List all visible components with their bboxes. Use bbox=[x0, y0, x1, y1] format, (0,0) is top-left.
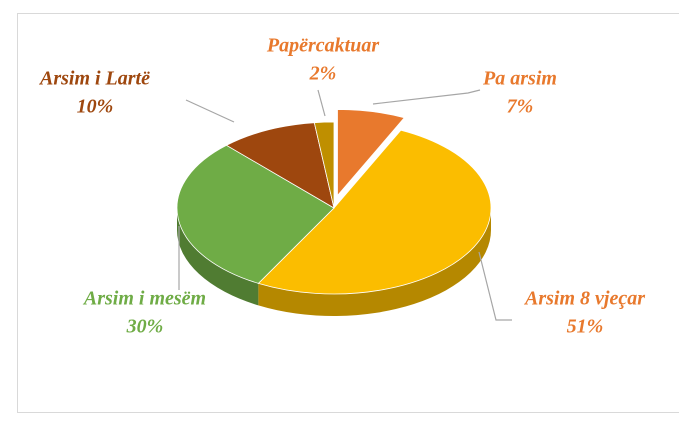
leader-line bbox=[185, 99, 235, 123]
value-label: 7% bbox=[507, 96, 534, 118]
pie-slice-side bbox=[258, 208, 491, 316]
value-label: 10% bbox=[77, 96, 114, 118]
leader-line bbox=[317, 89, 326, 117]
leader-line bbox=[372, 89, 481, 105]
category-label: Papërcaktuar bbox=[266, 35, 379, 57]
category-label: Pa arsim bbox=[482, 68, 557, 90]
value-label: 2% bbox=[309, 63, 337, 85]
pie-slice bbox=[313, 121, 335, 209]
pie-sides bbox=[177, 208, 491, 316]
pie-slice bbox=[257, 129, 492, 295]
data-labels: Pa arsim 7% Arsim 8 vjeçar 51% Arsim i mesëm… bbox=[38, 35, 645, 338]
value-label: 30% bbox=[126, 316, 164, 338]
pie-tops bbox=[176, 109, 492, 295]
category-label: Arsim 8 vjeçar bbox=[523, 288, 645, 310]
pie-slice-side bbox=[177, 208, 259, 306]
pie-slice bbox=[337, 109, 406, 197]
value-label: 51% bbox=[567, 316, 604, 338]
pie-slice bbox=[225, 122, 335, 209]
leader-line bbox=[478, 251, 512, 321]
category-label: Arsim i Lartë bbox=[38, 68, 150, 90]
category-label: Arsim i mesëm bbox=[82, 288, 206, 310]
pie-slice bbox=[176, 144, 335, 284]
